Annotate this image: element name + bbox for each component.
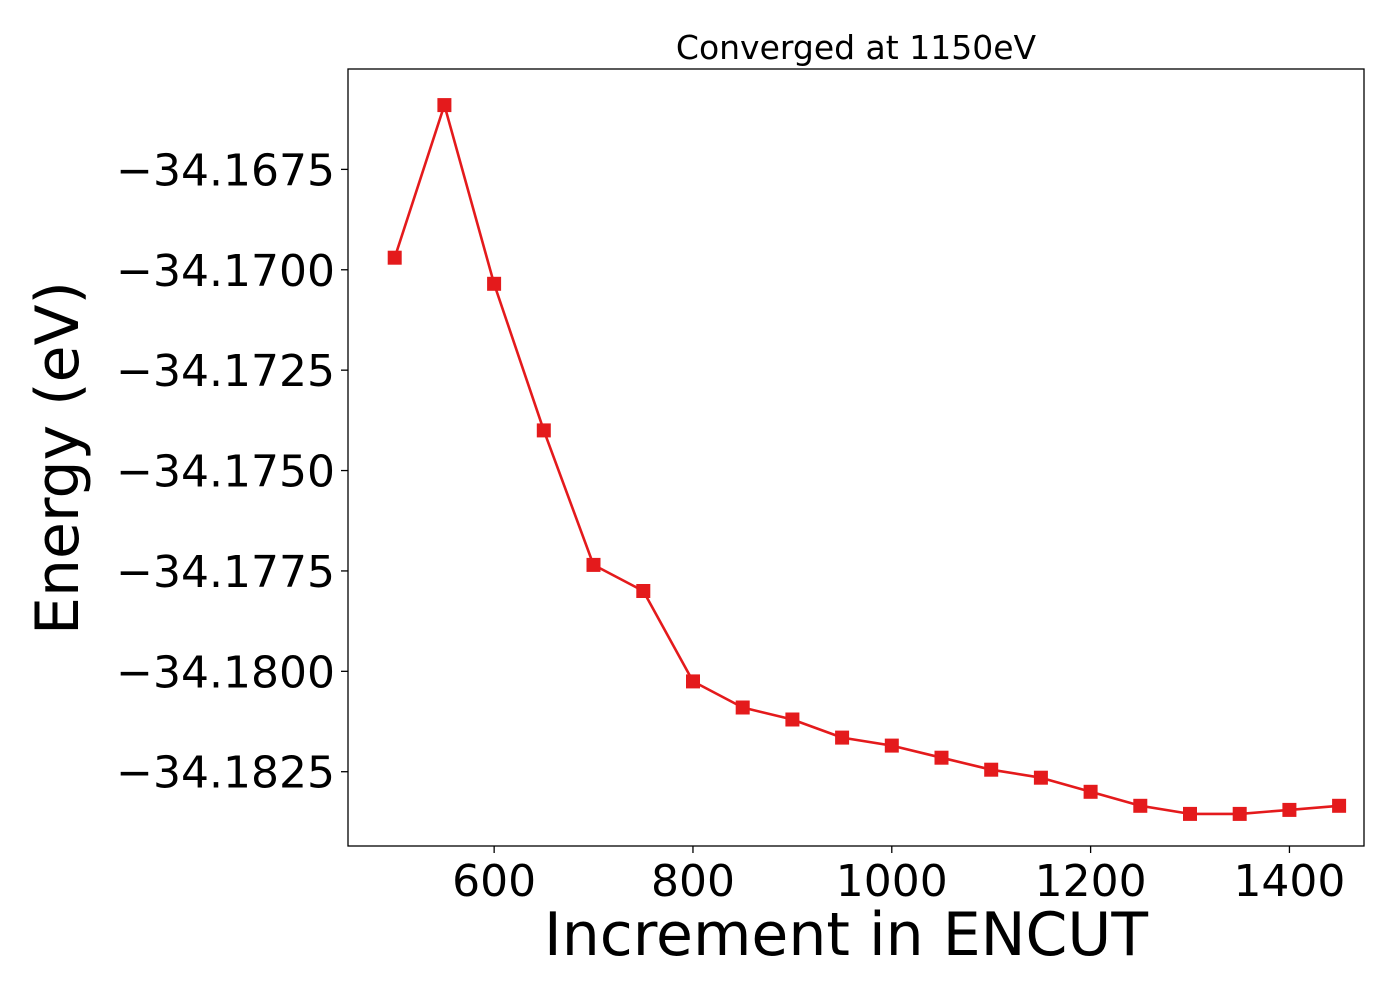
- data-point-700: [586, 557, 601, 572]
- data-point-1150: [1033, 770, 1048, 785]
- x-tick-label: 1200: [1035, 856, 1147, 907]
- data-point-1450: [1332, 798, 1347, 813]
- x-tick-label: 800: [651, 856, 735, 907]
- data-point-1350: [1232, 806, 1247, 821]
- energy-series-line: [393, 103, 1340, 816]
- data-point-1300: [1183, 806, 1197, 821]
- energy-series-markers: [387, 98, 1347, 821]
- plot-frame: [347, 68, 1365, 847]
- data-point-550: [437, 98, 452, 113]
- x-axis-title: Increment in ENCUT: [544, 900, 1148, 970]
- data-point-750: [636, 584, 651, 598]
- y-tick-label: −34.1750: [116, 447, 335, 498]
- y-tick-label: −34.1725: [116, 346, 335, 397]
- data-point-800: [686, 674, 700, 689]
- y-tick-label: −34.1675: [116, 145, 335, 196]
- data-point-650: [536, 423, 551, 438]
- x-tick-label: 1000: [836, 856, 948, 907]
- data-point-500: [387, 250, 402, 265]
- x-axis-ticks: 600 800 1000 1200 1400: [452, 846, 1345, 907]
- data-point-900: [785, 712, 800, 727]
- data-point-1050: [934, 750, 949, 765]
- y-tick-label: −34.1775: [116, 547, 335, 598]
- data-point-1100: [984, 762, 999, 777]
- x-tick-label: 600: [452, 856, 536, 907]
- y-axis-ticks: −34.1675 −34.1700 −34.1725 −34.1750 −34.1775…: [116, 145, 348, 799]
- data-point-600: [487, 276, 502, 291]
- data-point-1250: [1133, 798, 1148, 813]
- data-point-850: [735, 700, 750, 715]
- y-tick-label: −34.1700: [116, 246, 335, 297]
- y-tick-label: −34.1825: [116, 748, 335, 799]
- chart-title: Converged at 1150eV: [676, 28, 1037, 67]
- data-point-1000: [884, 738, 899, 753]
- data-point-950: [835, 730, 850, 745]
- data-point-1400: [1282, 802, 1297, 817]
- data-point-1200: [1083, 784, 1098, 799]
- plot-area: [387, 98, 1347, 821]
- y-axis-title: Energy (eV): [23, 281, 93, 635]
- x-tick-label: 1400: [1233, 856, 1345, 907]
- y-tick-label: −34.1800: [116, 647, 335, 698]
